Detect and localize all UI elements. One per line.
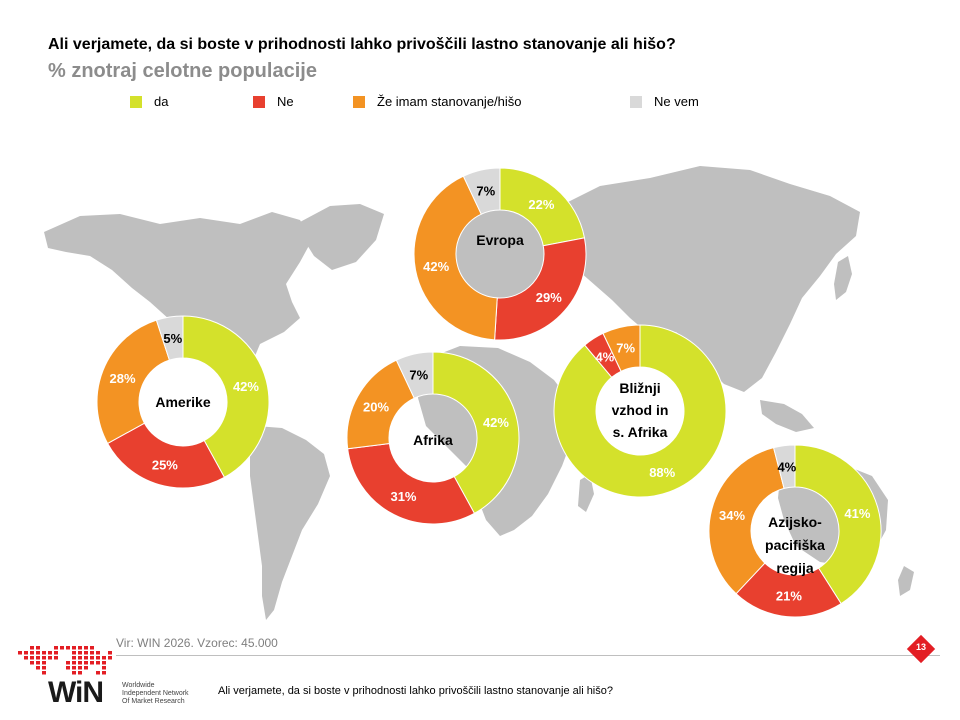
logo-wordmark: WiN (48, 676, 104, 709)
donut-azijsko-pacifi-ka-regija: 41% 21% 34% 4% Azijsko-pacifiška regija (708, 444, 882, 618)
data-label-azijsko-pacifi-ka-regija-ne-vem: 4% (777, 460, 796, 475)
donut-bli-nji-vzhod-in-s-afrika: 88% 4%7% Bližnji vzhod in s. Afrika (553, 324, 727, 498)
slice-bli-nji-vzhod-in-s-afrika-da (553, 324, 727, 498)
slice-azijsko-pacifi-ka-regija-e-imam-stanovanje-hi-o (708, 447, 785, 595)
legend-swatch-da (130, 95, 142, 108)
logo-tagline-line-2: Independent Network (122, 690, 189, 697)
data-label-bli-nji-vzhod-in-s-afrika-da: 88% (649, 465, 675, 480)
data-label-azijsko-pacifi-ka-regija-ne: 21% (776, 589, 802, 604)
legend-item-da: da (130, 94, 168, 109)
data-label-afrika-e-imam-stanovanje-hi-o: 20% (363, 400, 389, 415)
source-note: Vir: WIN 2026. Vzorec: 45.000 (116, 636, 278, 650)
legend-swatch-ze-imam (353, 95, 365, 108)
data-label-evropa-e-imam-stanovanje-hi-o: 42% (423, 259, 449, 274)
slice-azijsko-pacifi-ka-regija-da (794, 444, 882, 605)
region-name-azijsko-pacifi-ka-regija-line-1: Azijsko- (768, 514, 822, 530)
footer-divider (116, 655, 940, 656)
slice-amerike-da (182, 315, 270, 479)
logo-tagline-line-3: Of Market Research (122, 698, 185, 705)
page-title: Ali verjamete, da si boste v prihodnosti… (48, 36, 676, 53)
legend-item-ne: Ne (253, 94, 294, 109)
slice-evropa-ne (494, 237, 587, 341)
legend-label-da: da (154, 94, 169, 109)
page-subtitle: % znotraj celotne populacije (48, 60, 317, 82)
legend: da Ne Že imam stanovanje/hišo Ne vem (0, 94, 960, 116)
slice-amerike-ne (106, 422, 226, 489)
data-label-evropa-ne-vem: 7% (476, 184, 495, 199)
donut-amerike: 42% 25% 28% 5% Amerike (96, 315, 270, 489)
logo-tagline: Worldwide Independent Network Of Market … (122, 682, 189, 706)
slice-amerike-e-imam-stanovanje-hi-o (96, 319, 171, 445)
data-label-afrika-ne-vem: 7% (409, 368, 428, 383)
legend-swatch-ne-vem (630, 95, 642, 108)
region-name-bli-nji-vzhod-in-s-afrika-line-2: vzhod in (612, 402, 669, 418)
slice-afrika-ne-vem (395, 351, 434, 399)
data-label-azijsko-pacifi-ka-regija-e-imam-stanovanje-hi-o: 34% (719, 508, 745, 523)
donut-afrika: 42% 31% 20% 7% Afrika (346, 351, 520, 525)
slice-afrika-ne (347, 442, 476, 525)
region-name-amerike-line-1: Amerike (155, 394, 210, 410)
region-name-azijsko-pacifi-ka-regija-line-2: pacifiška (765, 537, 825, 553)
legend-label-ze-imam: Že imam stanovanje/hišo (377, 94, 522, 109)
data-label-amerike-da: 42% (233, 379, 259, 394)
data-label-afrika-ne: 31% (390, 489, 416, 504)
page-number-badge (906, 634, 936, 664)
region-name-afrika-line-1: Afrika (413, 432, 453, 448)
region-name-evropa-line-1: Evropa (476, 232, 524, 248)
page-number: 13 (915, 642, 926, 652)
region-name-bli-nji-vzhod-in-s-afrika-line-1: Bližnji (619, 380, 660, 396)
legend-swatch-ne (253, 95, 265, 108)
slice-amerike-ne-vem (155, 315, 184, 361)
data-label-evropa-ne: 29% (536, 290, 562, 305)
legend-item-ne-vem: Ne vem (630, 94, 699, 109)
logo-tagline-line-1: Worldwide (122, 682, 155, 689)
slice-afrika-da (432, 351, 520, 515)
slice-evropa-ne-vem (462, 167, 501, 215)
region-name-bli-nji-vzhod-in-s-afrika-line-3: s. Afrika (613, 424, 668, 440)
data-label-afrika-da: 42% (483, 415, 509, 430)
data-label-amerike-ne-vem: 5% (163, 331, 182, 346)
legend-item-ze-imam: Že imam stanovanje/hišo (353, 94, 522, 109)
data-label-amerike-ne: 25% (152, 457, 178, 472)
data-label-bli-nji-vzhod-in-s-afrika-e-imam-stanovanje-hi-o: 7% (616, 341, 635, 356)
donut-evropa: 22% 29% 42% 7% Evropa (413, 167, 587, 341)
data-label-evropa-da: 22% (528, 197, 554, 212)
legend-label-ne-vem: Ne vem (654, 94, 699, 109)
data-label-bli-nji-vzhod-in-s-afrika-ne: 4% (595, 349, 614, 364)
legend-label-ne: Ne (277, 94, 294, 109)
win-logo-map-icon (18, 646, 112, 675)
region-name-azijsko-pacifi-ka-regija-line-3: regija (776, 560, 814, 576)
slice-bli-nji-vzhod-in-s-afrika-e-imam-stanovanje-hi-o (602, 324, 641, 372)
data-label-amerike-e-imam-stanovanje-hi-o: 28% (110, 371, 136, 386)
footer-question: Ali verjamete, da si boste v prihodnosti… (218, 685, 613, 697)
data-label-azijsko-pacifi-ka-regija-da: 41% (844, 506, 870, 521)
slice-azijsko-pacifi-ka-regija-ne-vem (773, 444, 796, 489)
slice-evropa-e-imam-stanovanje-hi-o (413, 175, 498, 341)
